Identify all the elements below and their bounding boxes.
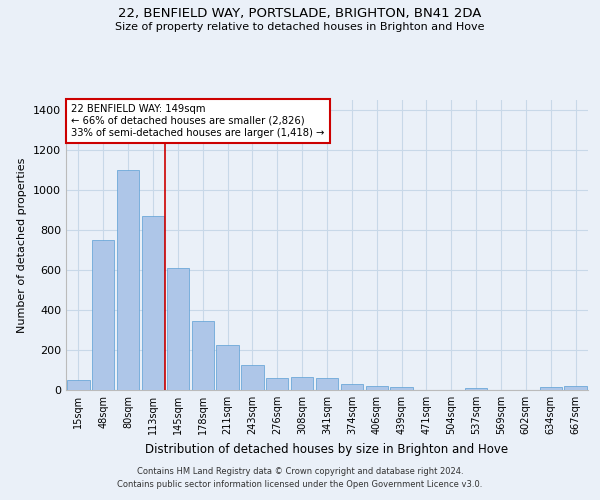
Bar	[167, 268, 189, 390]
Text: 22 BENFIELD WAY: 149sqm
← 66% of detached houses are smaller (2,826)
33% of semi: 22 BENFIELD WAY: 149sqm ← 66% of detache…	[71, 104, 325, 138]
Bar	[117, 170, 139, 390]
Y-axis label: Number of detached properties: Number of detached properties	[17, 158, 28, 332]
Text: Contains HM Land Registry data © Crown copyright and database right 2024.: Contains HM Land Registry data © Crown c…	[137, 467, 463, 476]
Text: Distribution of detached houses by size in Brighton and Hove: Distribution of detached houses by size …	[145, 442, 509, 456]
Bar	[67, 380, 89, 390]
Bar	[142, 216, 164, 390]
Bar	[92, 240, 115, 390]
Text: 22, BENFIELD WAY, PORTSLADE, BRIGHTON, BN41 2DA: 22, BENFIELD WAY, PORTSLADE, BRIGHTON, B…	[118, 8, 482, 20]
Bar	[565, 386, 587, 390]
Text: Contains public sector information licensed under the Open Government Licence v3: Contains public sector information licen…	[118, 480, 482, 489]
Bar	[241, 365, 263, 390]
Bar	[391, 387, 413, 390]
Bar	[217, 345, 239, 390]
Bar	[341, 384, 363, 390]
Bar	[191, 321, 214, 390]
Bar	[266, 378, 289, 390]
Text: Size of property relative to detached houses in Brighton and Hove: Size of property relative to detached ho…	[115, 22, 485, 32]
Bar	[365, 386, 388, 390]
Bar	[539, 387, 562, 390]
Bar	[316, 378, 338, 390]
Bar	[291, 377, 313, 390]
Bar	[465, 388, 487, 390]
